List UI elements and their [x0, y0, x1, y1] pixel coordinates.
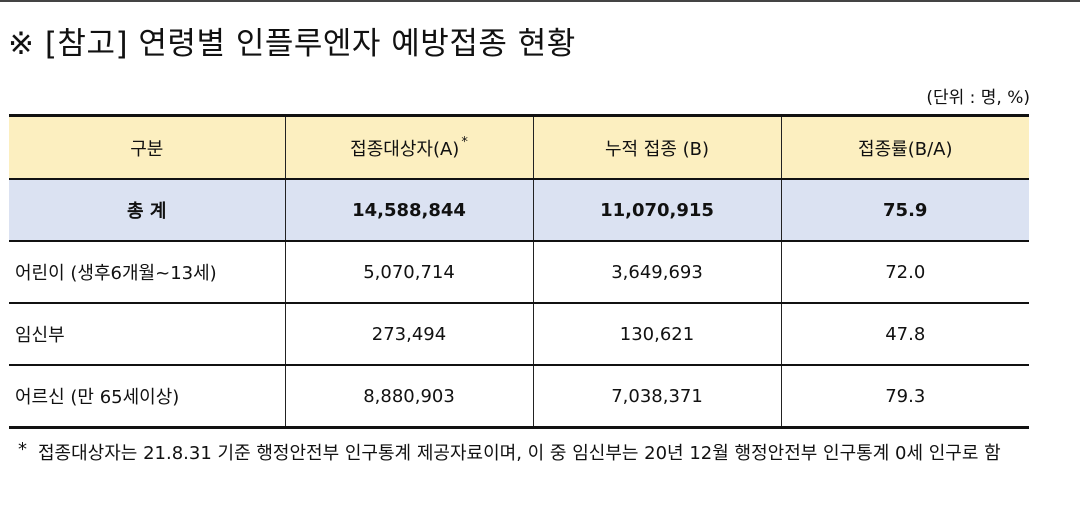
cell-rate: 72.0	[781, 241, 1029, 304]
cell-vaccinated: 7,038,371	[533, 365, 782, 429]
header-category: 구분	[9, 114, 286, 180]
header-rate: 접종률(B/A)	[781, 114, 1029, 180]
vaccination-table: 구분 접종대상자(A) * 누적 접종 (B) 접종률(B/A) 총 계 14,5…	[9, 114, 1029, 429]
header-footnote-mark: *	[461, 134, 468, 150]
table-row: 임신부 273,494 130,621 47.8	[9, 303, 1029, 366]
table-header-row: 구분 접종대상자(A) * 누적 접종 (B) 접종률(B/A)	[9, 114, 1029, 180]
footnote: * 접종대상자는 21.8.31 기준 행정안전부 인구통계 제공자료이며, 이…	[18, 436, 1068, 472]
table-row: 어르신 (만 65세이상) 8,880,903 7,038,371 79.3	[9, 365, 1029, 429]
table-row-total: 총 계 14,588,844 11,070,915 75.9	[9, 179, 1029, 242]
top-border-line	[0, 0, 1080, 2]
footnote-mark: *	[18, 439, 27, 460]
cell-target: 8,880,903	[285, 365, 534, 429]
cell-vaccinated: 3,649,693	[533, 241, 782, 304]
cell-vaccinated: 11,070,915	[533, 179, 782, 242]
row-label: 총 계	[9, 179, 286, 242]
page-title: ※ [참고] 연령별 인플루엔자 예방접종 현황	[8, 26, 576, 62]
cell-target: 273,494	[285, 303, 534, 366]
header-vaccinated: 누적 접종 (B)	[533, 114, 782, 180]
header-target: 접종대상자(A) *	[285, 114, 534, 180]
cell-vaccinated: 130,621	[533, 303, 782, 366]
cell-rate: 75.9	[781, 179, 1029, 242]
cell-target: 14,588,844	[285, 179, 534, 242]
unit-note: (단위 : 명, %)	[926, 88, 1030, 108]
footnote-text: 접종대상자는 21.8.31 기준 행정안전부 인구통계 제공자료이며, 이 중…	[38, 443, 1001, 464]
row-label: 임신부	[9, 303, 286, 366]
row-label: 어린이 (생후6개월~13세)	[9, 241, 286, 304]
cell-target: 5,070,714	[285, 241, 534, 304]
cell-rate: 47.8	[781, 303, 1029, 366]
table-row: 어린이 (생후6개월~13세) 5,070,714 3,649,693 72.0	[9, 241, 1029, 304]
cell-rate: 79.3	[781, 365, 1029, 429]
row-label: 어르신 (만 65세이상)	[9, 365, 286, 429]
